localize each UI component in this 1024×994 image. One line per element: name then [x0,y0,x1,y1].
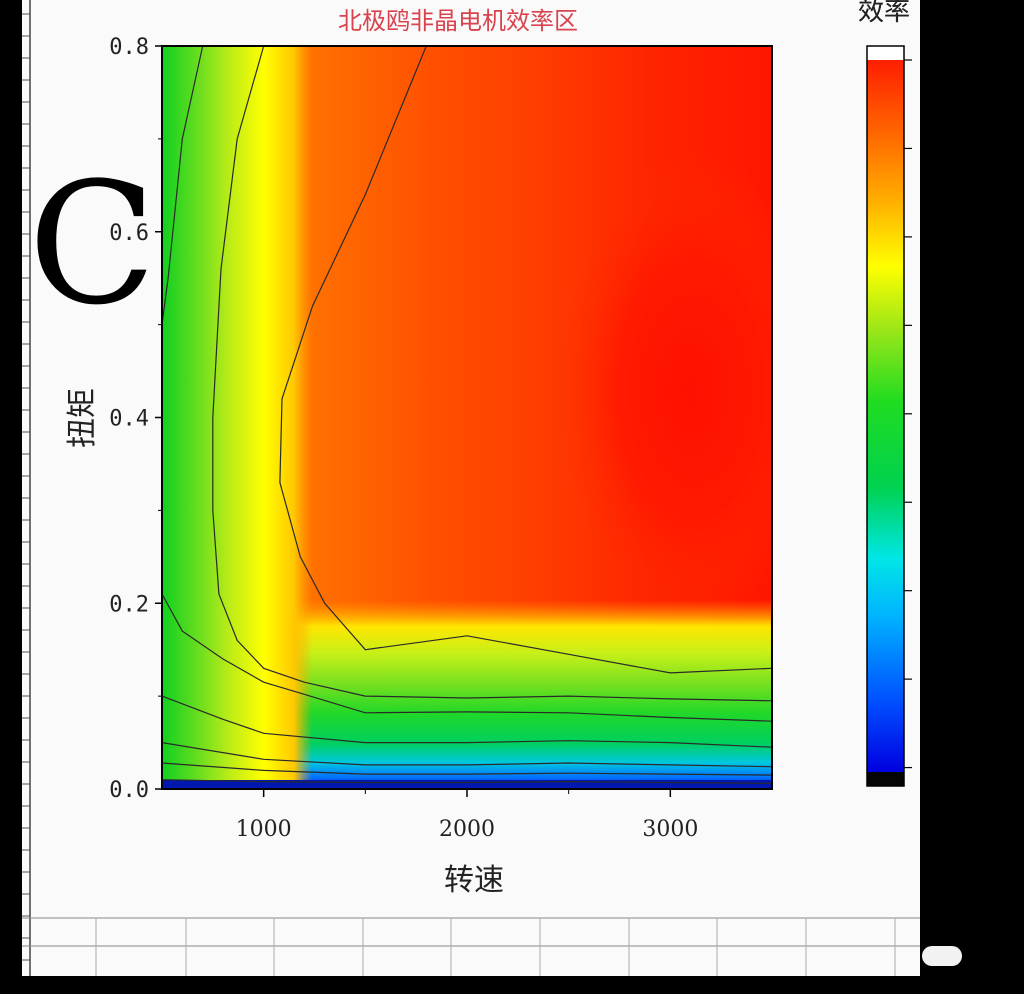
colorbar [866,45,912,787]
y-tick-label: 0.2 [109,592,149,617]
x-axis: 1000 2000 3000 [236,789,698,842]
contour-line-3 [162,742,772,768]
page-grid-lines [22,0,920,976]
y-tick-label: 0.0 [109,778,149,803]
colorbar-top-cap [867,46,904,60]
left-margin [0,0,22,994]
contour-line-8 [279,46,772,674]
heat-low-speed [162,46,312,789]
x-tick-label: 2000 [439,817,495,842]
heat-floor [162,780,772,789]
heatmap-fill [162,46,772,789]
y-tick-label: 0.6 [109,221,149,246]
colorbar-title-overlay: 效率 [858,0,910,27]
x-axis-label: 转速 [444,863,504,898]
contour-line-4 [162,695,772,748]
contour-lines [162,46,772,784]
right-margin [920,0,1024,994]
contour-line-7 [212,46,772,702]
colorbar-ticks [904,59,912,769]
colorbar-bottom-cap [867,772,904,786]
y-axis: 0.0 0.2 0.4 0.6 0.8 [109,35,162,803]
x-tick-label: 3000 [642,817,698,842]
panel-letter: C [28,146,157,342]
colorbar-gradient [867,60,904,772]
contour-line-5 [162,593,772,722]
y-axis-label: 扭矩 [65,388,100,448]
colorbar-title: 效率 [858,0,910,27]
contour-line-2 [162,762,772,776]
scroll-indicator [922,946,962,966]
contour-line-1 [162,779,772,784]
contour-line-6 [162,46,204,325]
chart-title: 北极鸥非晶电机效率区 [338,7,578,35]
bottom-margin [0,976,1024,994]
colorbar-frame [866,45,905,787]
y-tick-label: 0.8 [109,35,149,60]
heat-peak [560,150,772,630]
x-tick-label: 1000 [236,817,292,842]
y-tick-label: 0.4 [109,407,149,432]
